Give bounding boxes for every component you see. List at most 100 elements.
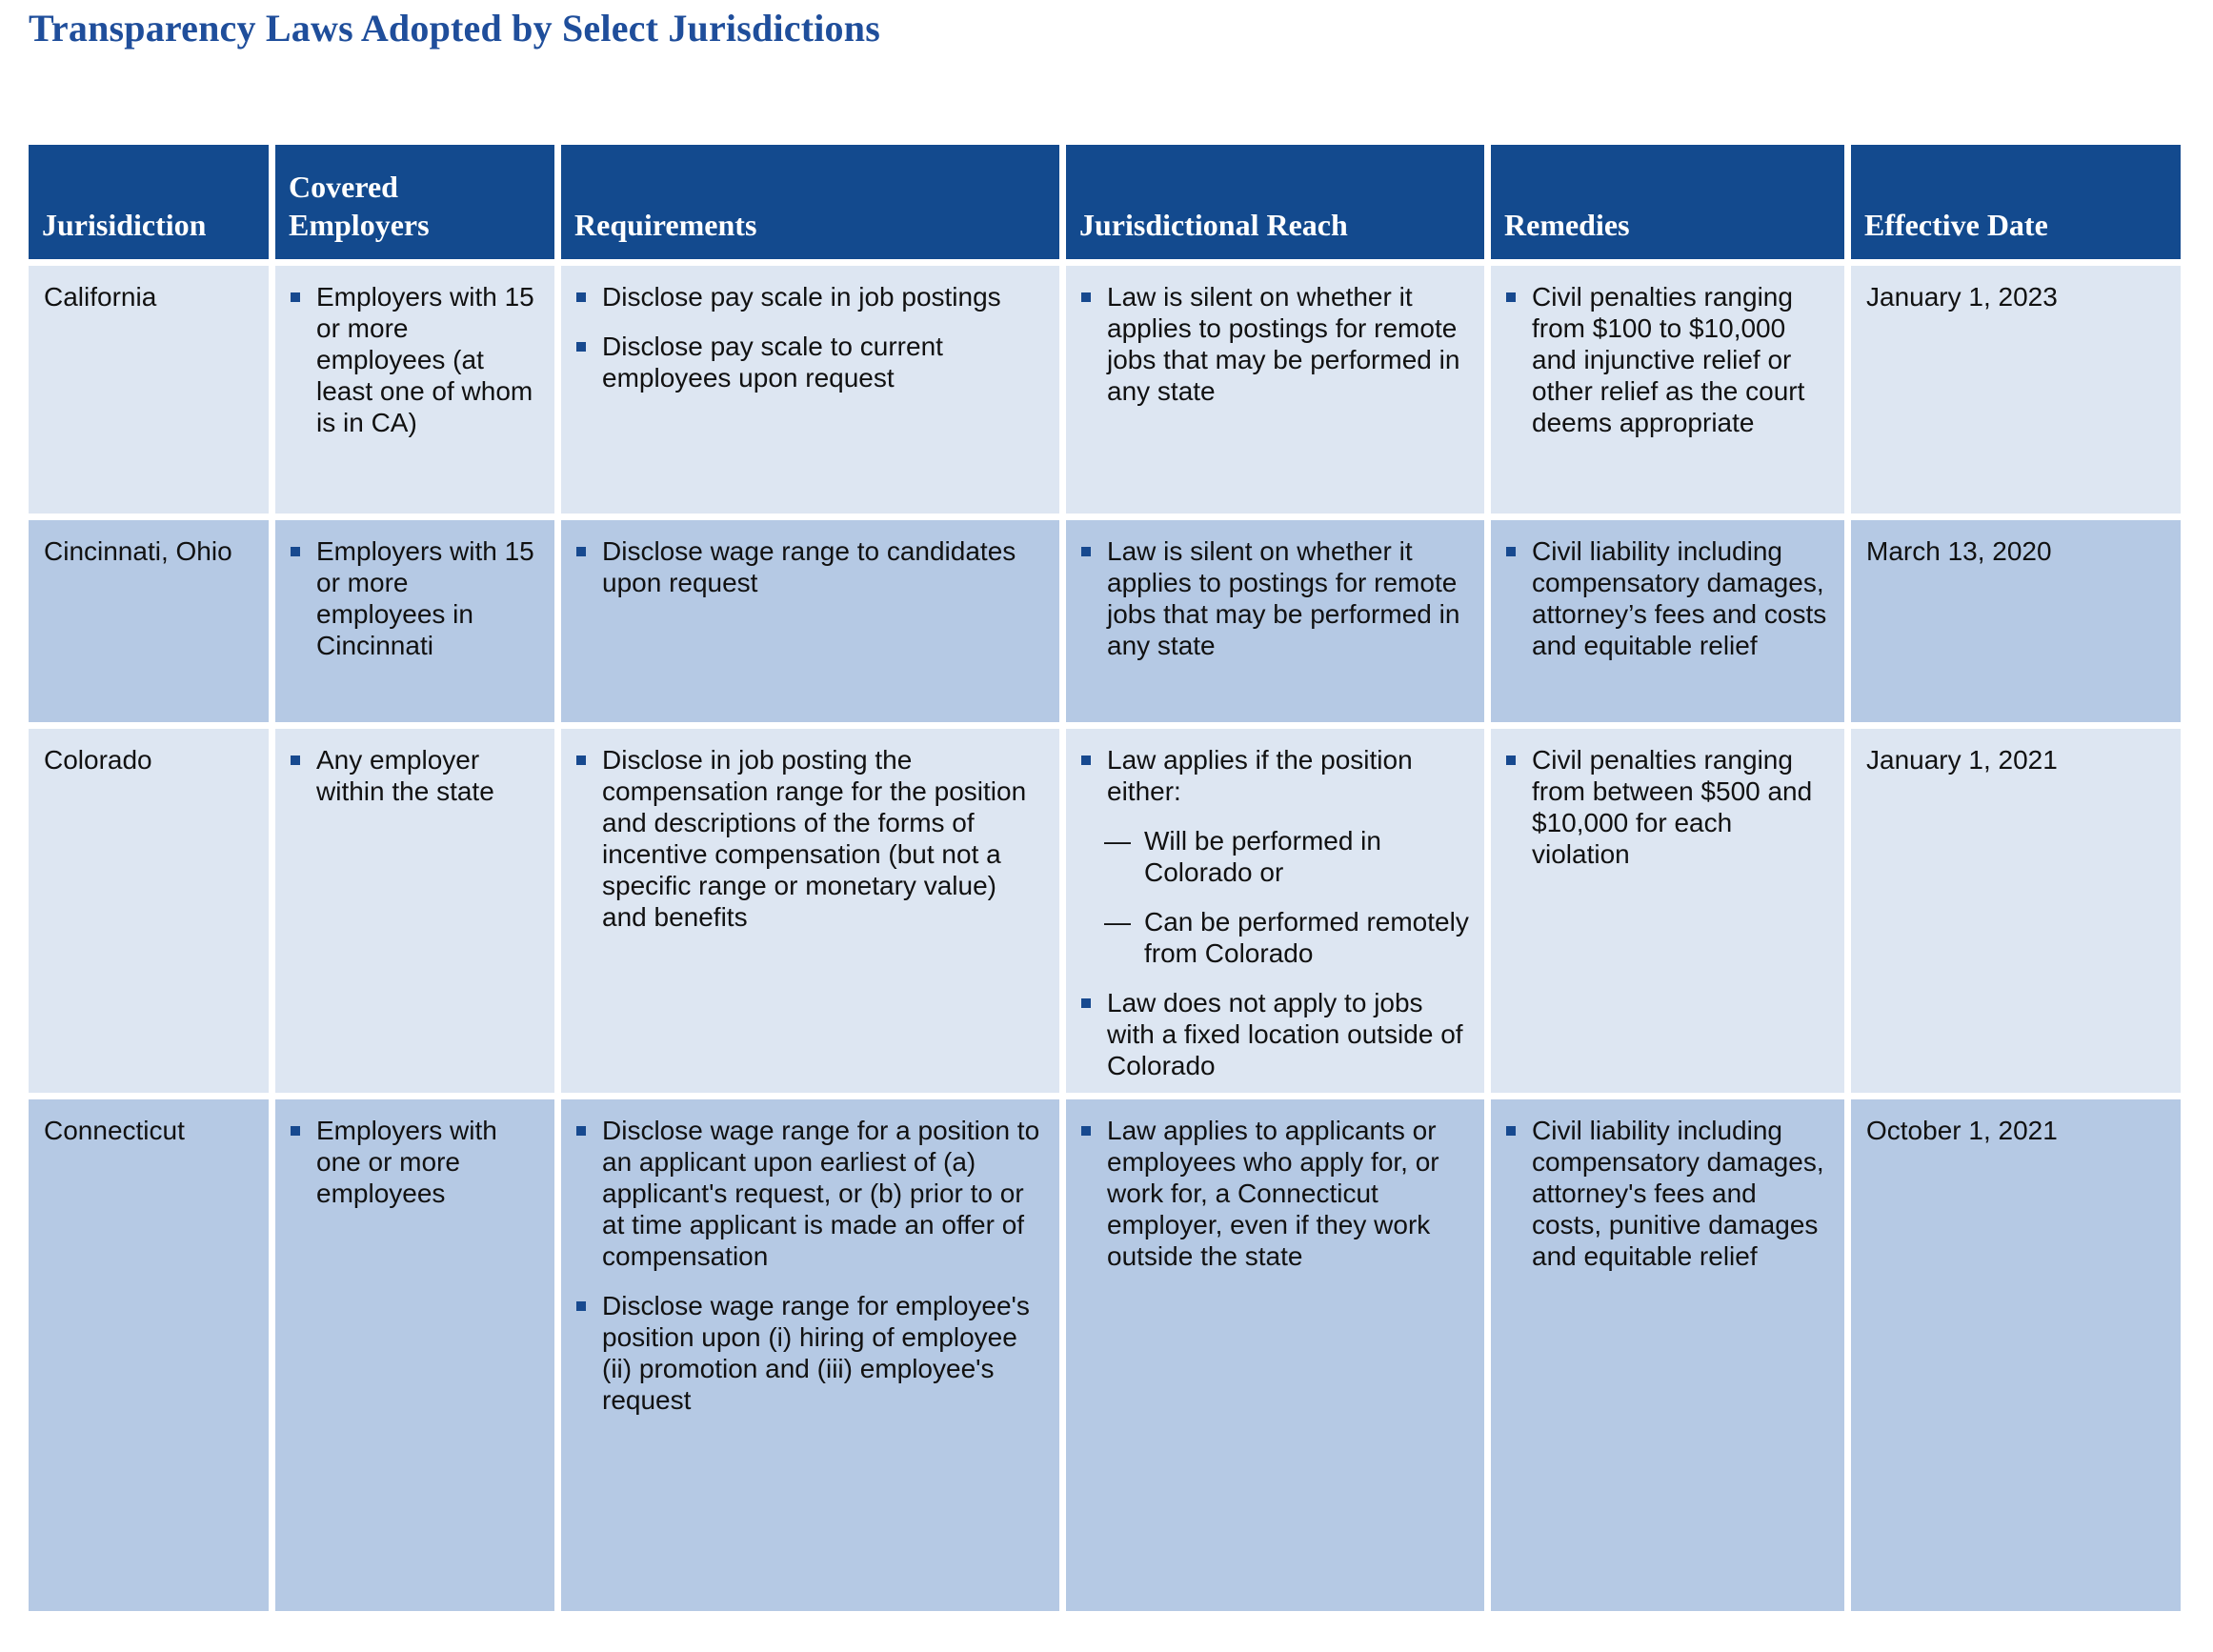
square-bullet-icon [576,755,586,765]
list-item: Disclose wage range for employee's posit… [576,1290,1044,1416]
list-item: Law does not apply to jobs with a fixed … [1081,987,1469,1081]
list-item: Law applies to applicants or employees w… [1081,1115,1469,1272]
list-item-text: Civil liability including compensatory d… [1532,1116,1824,1271]
jurisdiction-name: California [44,282,157,312]
column-header-label: Effective Date [1864,208,2048,242]
cell-cincinnati-ohio-effective_date: March 13, 2020 [1851,520,2181,722]
jurisdiction-name: Colorado [44,745,152,775]
list-item-text: Law applies to applicants or employees w… [1107,1116,1439,1271]
list-item-text: Disclose in job posting the compensation… [602,745,1027,932]
cell-connecticut-effective_date: October 1, 2021 [1851,1099,2181,1611]
cell-connecticut-remedies: Civil liability including compensatory d… [1491,1099,1844,1611]
cell-california-requirements: Disclose pay scale in job postings Disclo… [561,266,1059,514]
cell-colorado-jurisdiction: Colorado [29,729,269,1093]
list-item: Any employer within the state [291,744,539,807]
cell-california-jurisdictional_reach: Law is silent on whether it applies to p… [1066,266,1484,514]
list-item: Disclose pay scale in job postings [576,281,1044,312]
list-item-text: Law does not apply to jobs with a fixed … [1107,988,1463,1080]
list-item: Law is silent on whether it applies to p… [1081,281,1469,407]
cell-colorado-effective_date: January 1, 2021 [1851,729,2181,1093]
square-bullet-icon [1081,998,1091,1008]
list-item: Law is silent on whether it applies to p… [1081,535,1469,661]
list-item-text: Employers with 15 or more employees in C… [316,536,534,660]
square-bullet-icon [1506,292,1516,302]
square-bullet-icon [1506,1126,1516,1136]
effective-date-value: March 13, 2020 [1866,536,2052,566]
square-bullet-icon [291,1126,300,1136]
list-item-text: Civil penalties ranging from between $50… [1532,745,1813,869]
transparency-laws-table: Jurisidiction Covered Employers Requiremen… [29,145,2181,1611]
list-item-text: Law applies if the position either: [1107,745,1413,806]
cell-colorado-requirements: Disclose in job posting the compensation… [561,729,1059,1093]
cell-colorado-remedies: Civil penalties ranging from between $50… [1491,729,1844,1093]
column-header-label: Jurisdictional Reach [1079,208,1348,242]
list-item-text: Disclose wage range to candidates upon r… [602,536,1016,597]
list-item: Disclose wage range for a position to an… [576,1115,1044,1272]
column-header-label: Jurisidiction [42,208,207,242]
jurisdiction-name: Cincinnati, Ohio [44,536,232,566]
column-header-covered_employers: Covered Employers [275,145,554,259]
list-item-text: Employers with 15 or more employees (at … [316,282,534,437]
square-bullet-icon [1506,547,1516,556]
dash-bullet-icon: — [1104,907,1131,937]
square-bullet-icon [1081,547,1091,556]
list-item: Civil penalties ranging from $100 to $10… [1506,281,1829,438]
list-item: Civil liability including compensatory d… [1506,1115,1829,1272]
list-item: Law applies if the position either: [1081,744,1469,807]
list-item: Disclose wage range to candidates upon r… [576,535,1044,598]
cell-connecticut-jurisdiction: Connecticut [29,1099,269,1611]
cell-connecticut-covered_employers: Employers with one or more employees [275,1099,554,1611]
jurisdiction-name: Connecticut [44,1116,185,1145]
cell-cincinnati-ohio-covered_employers: Employers with 15 or more employees in C… [275,520,554,722]
square-bullet-icon [576,292,586,302]
column-header-label: Covered Employers [289,170,430,242]
square-bullet-icon [576,1301,586,1311]
square-bullet-icon [576,1126,586,1136]
effective-date-value: January 1, 2023 [1866,282,2058,312]
list-item-text: Any employer within the state [316,745,494,806]
list-item: Employers with one or more employees [291,1115,539,1209]
square-bullet-icon [1081,755,1091,765]
dash-bullet-icon: — [1104,826,1131,856]
cell-colorado-jurisdictional_reach: Law applies if the position either: — Will… [1066,729,1484,1093]
column-header-effective_date: Effective Date [1851,145,2181,259]
cell-colorado-covered_employers: Any employer within the state [275,729,554,1093]
square-bullet-icon [576,547,586,556]
list-item: Disclose in job posting the compensation… [576,744,1044,933]
list-item-text: Disclose wage range for employee's posit… [602,1291,1030,1415]
square-bullet-icon [291,547,300,556]
cell-california-effective_date: January 1, 2023 [1851,266,2181,514]
cell-connecticut-requirements: Disclose wage range for a position to an… [561,1099,1059,1611]
list-item-text: Law is silent on whether it applies to p… [1107,282,1460,406]
square-bullet-icon [576,342,586,352]
cell-connecticut-jurisdictional_reach: Law applies to applicants or employees w… [1066,1099,1484,1611]
list-item: — Can be performed remotely from Colorado [1104,906,1469,969]
cell-cincinnati-ohio-jurisdictional_reach: Law is silent on whether it applies to p… [1066,520,1484,722]
square-bullet-icon [1081,1126,1091,1136]
list-item: Employers with 15 or more employees (at … [291,281,539,438]
list-item-text: Disclose pay scale to current employees … [602,332,943,393]
cell-california-remedies: Civil penalties ranging from $100 to $10… [1491,266,1844,514]
column-header-remedies: Remedies [1491,145,1844,259]
effective-date-value: October 1, 2021 [1866,1116,2058,1145]
effective-date-value: January 1, 2021 [1866,745,2058,775]
list-item-text: Civil penalties ranging from $100 to $10… [1532,282,1805,437]
cell-cincinnati-ohio-jurisdiction: Cincinnati, Ohio [29,520,269,722]
square-bullet-icon [1506,755,1516,765]
cell-cincinnati-ohio-remedies: Civil liability including compensatory d… [1491,520,1844,722]
list-item-text: Civil liability including compensatory d… [1532,536,1827,660]
column-header-label: Requirements [574,208,757,242]
list-item-text: Disclose wage range for a position to an… [602,1116,1040,1271]
list-item: Employers with 15 or more employees in C… [291,535,539,661]
list-item-text: Employers with one or more employees [316,1116,497,1208]
list-item-text: Can be performed remotely from Colorado [1144,907,1469,968]
square-bullet-icon [291,292,300,302]
cell-california-covered_employers: Employers with 15 or more employees (at … [275,266,554,514]
list-item: Civil penalties ranging from between $50… [1506,744,1829,870]
list-item: Civil liability including compensatory d… [1506,535,1829,661]
column-header-requirements: Requirements [561,145,1059,259]
list-item-text: Disclose pay scale in job postings [602,282,1001,312]
page-title: Transparency Laws Adopted by Select Juri… [29,7,880,50]
column-header-jurisdictional_reach: Jurisdictional Reach [1066,145,1484,259]
list-item: Disclose pay scale to current employees … [576,331,1044,393]
